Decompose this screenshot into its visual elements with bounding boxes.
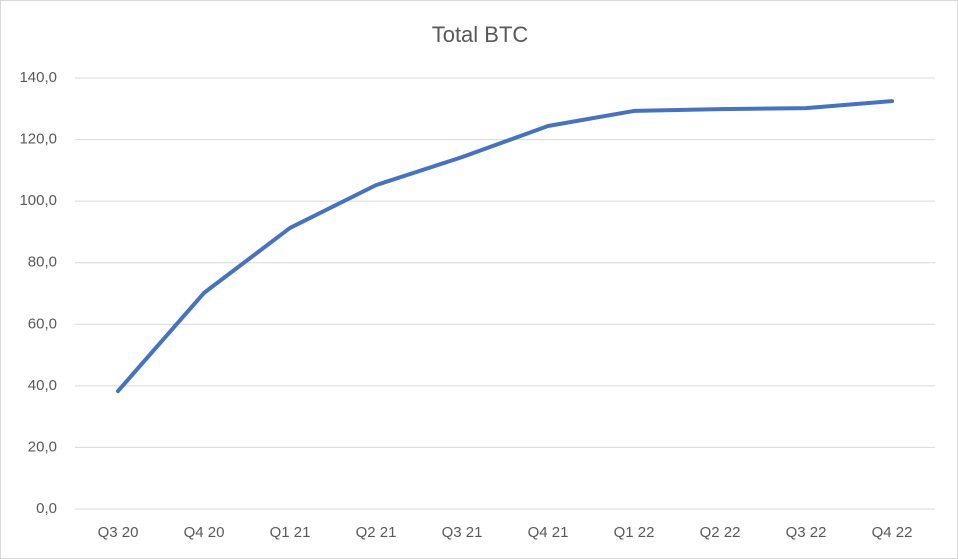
x-tick-label: Q2 22 xyxy=(700,524,741,541)
y-tick-label: 20,0 xyxy=(28,438,57,455)
chart-title: Total BTC xyxy=(432,22,529,47)
x-tick-label: Q1 21 xyxy=(270,524,311,541)
x-tick-label: Q3 21 xyxy=(442,524,483,541)
x-tick-label: Q1 22 xyxy=(614,524,655,541)
y-tick-label: 80,0 xyxy=(28,254,57,271)
y-tick-label: 120,0 xyxy=(19,131,57,148)
y-tick-label: 60,0 xyxy=(28,315,57,332)
x-tick-label: Q4 21 xyxy=(528,524,569,541)
x-tick-label: Q4 20 xyxy=(184,524,225,541)
x-tick-label: Q4 22 xyxy=(872,524,913,541)
y-tick-label: 100,0 xyxy=(19,192,57,209)
y-tick-label: 0,0 xyxy=(36,500,57,517)
y-tick-label: 40,0 xyxy=(28,377,57,394)
x-tick-label: Q3 22 xyxy=(786,524,827,541)
x-tick-label: Q3 20 xyxy=(98,524,139,541)
y-tick-label: 140,0 xyxy=(19,69,57,86)
x-tick-label: Q2 21 xyxy=(356,524,397,541)
data-line xyxy=(116,99,894,394)
